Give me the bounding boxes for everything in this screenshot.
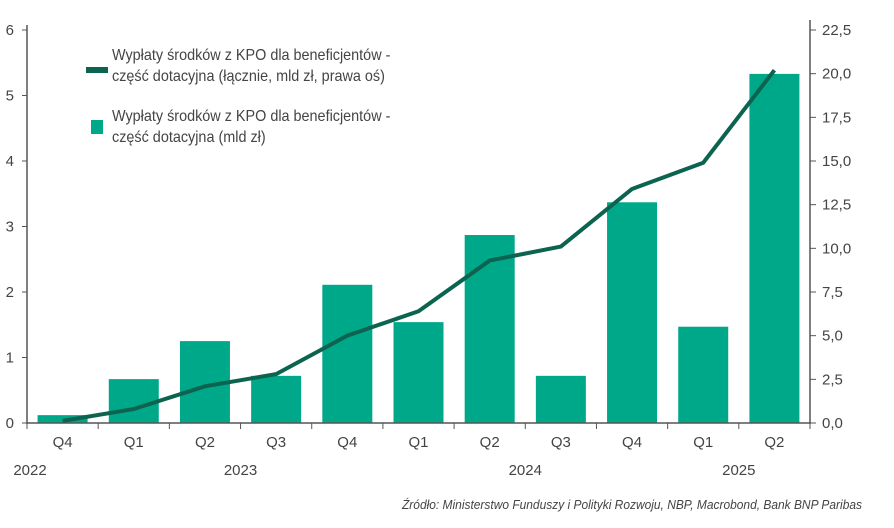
year-label: 2024 (509, 462, 542, 479)
x-tick-label: Q4 (53, 434, 73, 451)
bar-3 (251, 375, 302, 423)
bar-8 (607, 202, 658, 423)
right-tick-label: 22,5 (822, 22, 851, 39)
year-label: 2023 (224, 462, 257, 479)
left-tick-label: 2 (6, 284, 14, 301)
right-tick-label: 2,5 (822, 371, 843, 388)
left-tick-label: 4 (6, 153, 14, 170)
legend-bar-marker (91, 120, 103, 134)
x-tick-label: Q1 (693, 434, 713, 451)
legend-bar-text-1: Wypłaty środków z KPO dla beneficjentów … (112, 108, 391, 125)
year-label: 2025 (722, 462, 755, 479)
right-tick-label: 10,0 (822, 240, 851, 257)
x-tick-label: Q3 (266, 434, 286, 451)
left-tick-label: 1 (6, 350, 14, 367)
x-tick-label: Q2 (195, 434, 215, 451)
x-tick-label: Q4 (337, 434, 357, 451)
bar-6 (464, 235, 515, 423)
bar-7 (535, 375, 586, 423)
bar-10 (749, 73, 800, 423)
legend-line-text-2: część dotacyjna (łącznie, mld zł, prawa … (112, 68, 385, 85)
source-note: Źródło: Ministerstwo Funduszy i Polityki… (402, 497, 862, 512)
bar-1 (108, 379, 159, 423)
legend-bar-text-2: część dotacyjna (mld zł) (112, 129, 266, 146)
left-tick-label: 3 (6, 219, 14, 236)
cumulative-line (62, 68, 776, 423)
x-tick-label: Q3 (551, 434, 571, 451)
right-tick-label: 5,0 (822, 328, 843, 345)
left-tick-label: 0 (6, 415, 14, 432)
x-tick-label: Q4 (622, 434, 642, 451)
right-tick-label: 12,5 (822, 197, 851, 214)
year-label: 2022 (13, 462, 46, 479)
x-tick-label: Q1 (124, 434, 144, 451)
bar-5 (393, 322, 444, 423)
bar-9 (678, 326, 729, 423)
left-tick-label: 6 (6, 22, 14, 39)
right-tick-label: 15,0 (822, 153, 851, 170)
x-tick-label: Q2 (764, 434, 784, 451)
left-tick-label: 5 (6, 88, 14, 105)
legend-line-marker (86, 67, 108, 73)
bar-4 (322, 284, 373, 423)
right-tick-label: 17,5 (822, 109, 851, 126)
legend-bar-entry: Wypłaty środków z KPO dla beneficjentów … (112, 106, 390, 148)
right-tick-label: 0,0 (822, 415, 843, 432)
legend-line-entry: Wypłaty środków z KPO dla beneficjentów … (112, 45, 390, 87)
legend-line-text-1: Wypłaty środków z KPO dla beneficjentów … (112, 47, 391, 64)
x-tick-label: Q1 (408, 434, 428, 451)
right-tick-label: 7,5 (822, 284, 843, 301)
x-tick-label: Q2 (480, 434, 500, 451)
right-tick-label: 20,0 (822, 66, 851, 83)
